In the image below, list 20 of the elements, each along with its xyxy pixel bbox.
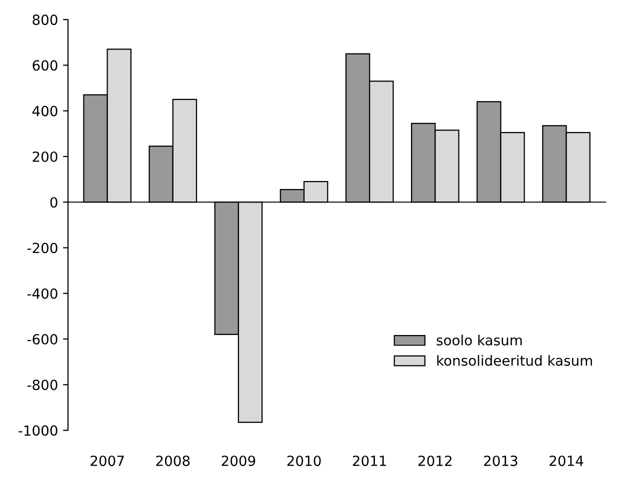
- x-tick-label: 2013: [484, 456, 518, 466]
- y-tick-label: -800: [27, 380, 58, 390]
- x-tick-label: 2014: [550, 456, 584, 466]
- x-tick-label: 2011: [352, 456, 386, 466]
- y-tick-label: 800: [32, 14, 58, 26]
- x-tick-label: 2009: [222, 456, 256, 466]
- legend-label: soolo kasum: [436, 334, 522, 346]
- y-tick-label: 600: [32, 60, 58, 71]
- y-tick-label: -600: [27, 334, 58, 345]
- y-tick-label: -200: [27, 242, 58, 254]
- x-tick-label: 2012: [418, 456, 452, 466]
- y-tick-label: -1000: [18, 425, 58, 436]
- legend-label: konsolideeritud kasum: [437, 355, 592, 366]
- y-tick-label: -400: [27, 288, 58, 299]
- y-tick-label: 400: [32, 106, 58, 116]
- y-tick-label: 200: [32, 151, 58, 162]
- x-tick-label: 2007: [90, 456, 124, 466]
- x-tick-label: 2010: [287, 456, 321, 466]
- x-tick-label: 2008: [156, 456, 190, 466]
- y-tick-label: 0: [50, 197, 58, 208]
